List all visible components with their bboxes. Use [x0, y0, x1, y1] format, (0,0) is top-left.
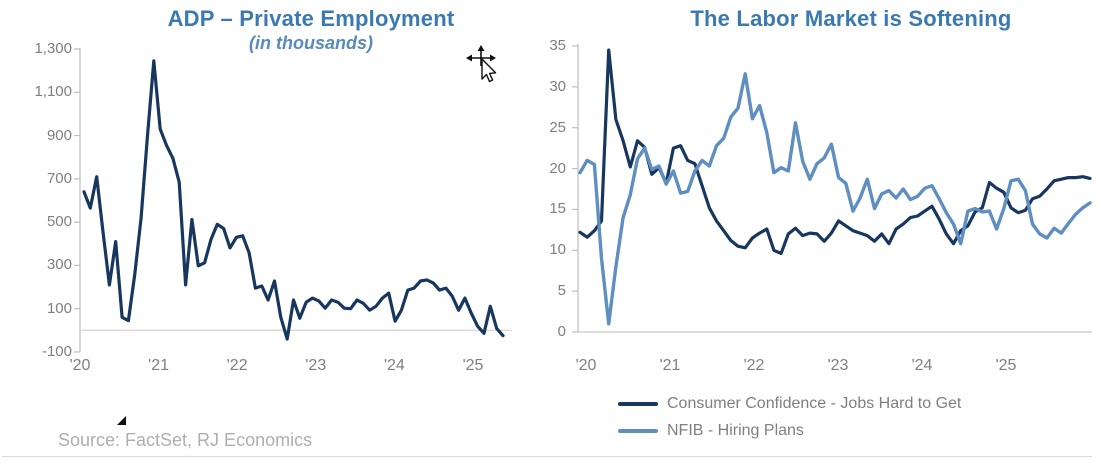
x-tick-label: '25 — [462, 357, 484, 374]
x-tick-label: '20 — [575, 357, 597, 374]
y-tick-label: 100 — [46, 299, 72, 317]
x-tick-label: '24 — [911, 357, 933, 374]
x-tick-label: '22 — [226, 357, 248, 374]
y-tick-label: 500 — [46, 213, 72, 231]
y-tick-label: 5 — [557, 282, 566, 300]
y-tick-label: 1,100 — [34, 83, 72, 101]
adp-employment-line — [82, 59, 505, 341]
y-tick-label: 300 — [46, 256, 72, 274]
x-tick-label: '23 — [305, 357, 327, 374]
y-tick-label: 900 — [46, 126, 72, 144]
nfib-hiring-plans-line — [578, 72, 1092, 326]
legend: Consumer Confidence - Jobs Hard to Get N… — [618, 394, 961, 448]
x-tick-label: '23 — [827, 357, 849, 374]
y-tick-label: -100 — [41, 342, 72, 360]
consumer-confidence-legend-label: Consumer Confidence - Jobs Hard to Get — [667, 395, 962, 412]
right-chart-title: The Labor Market is Softening — [690, 6, 1012, 31]
consumer-confidence-legend-swatch — [618, 402, 658, 406]
x-tick-label: '21 — [659, 357, 681, 374]
bottom-divider — [2, 456, 1092, 457]
move-cursor-icon — [466, 45, 497, 83]
consumer-confidence-line — [578, 48, 1092, 256]
y-tick-label: 35 — [549, 37, 566, 54]
source-note: Source: FactSet, RJ Economics — [58, 430, 313, 450]
x-tick-label: '21 — [148, 357, 170, 374]
legend-item-consumer-confidence: Consumer Confidence - Jobs Hard to Get — [618, 394, 961, 414]
nfib-legend-label: NFIB - Hiring Plans — [667, 422, 804, 439]
x-tick-label: '24 — [383, 357, 405, 374]
y-tick-label: 15 — [549, 200, 566, 218]
y-tick-label: 0 — [557, 322, 566, 340]
y-tick-label: 20 — [549, 159, 566, 177]
y-tick-label: 1,300 — [34, 40, 72, 57]
nfib-legend-swatch — [618, 429, 658, 433]
y-tick-label: 30 — [549, 77, 566, 95]
legend-item-nfib: NFIB - Hiring Plans — [618, 421, 961, 441]
x-tick-label: '22 — [743, 357, 765, 374]
left-chart-subtitle: (in thousands) — [249, 33, 373, 53]
y-tick-label: 700 — [46, 169, 72, 187]
x-tick-label: '25 — [995, 357, 1017, 374]
triangle-marker — [117, 416, 126, 425]
x-tick-label: '20 — [69, 357, 91, 374]
left-chart-title: ADP – Private Employment — [167, 6, 455, 31]
y-tick-label: 25 — [549, 118, 566, 136]
y-tick-label: 10 — [549, 241, 566, 259]
